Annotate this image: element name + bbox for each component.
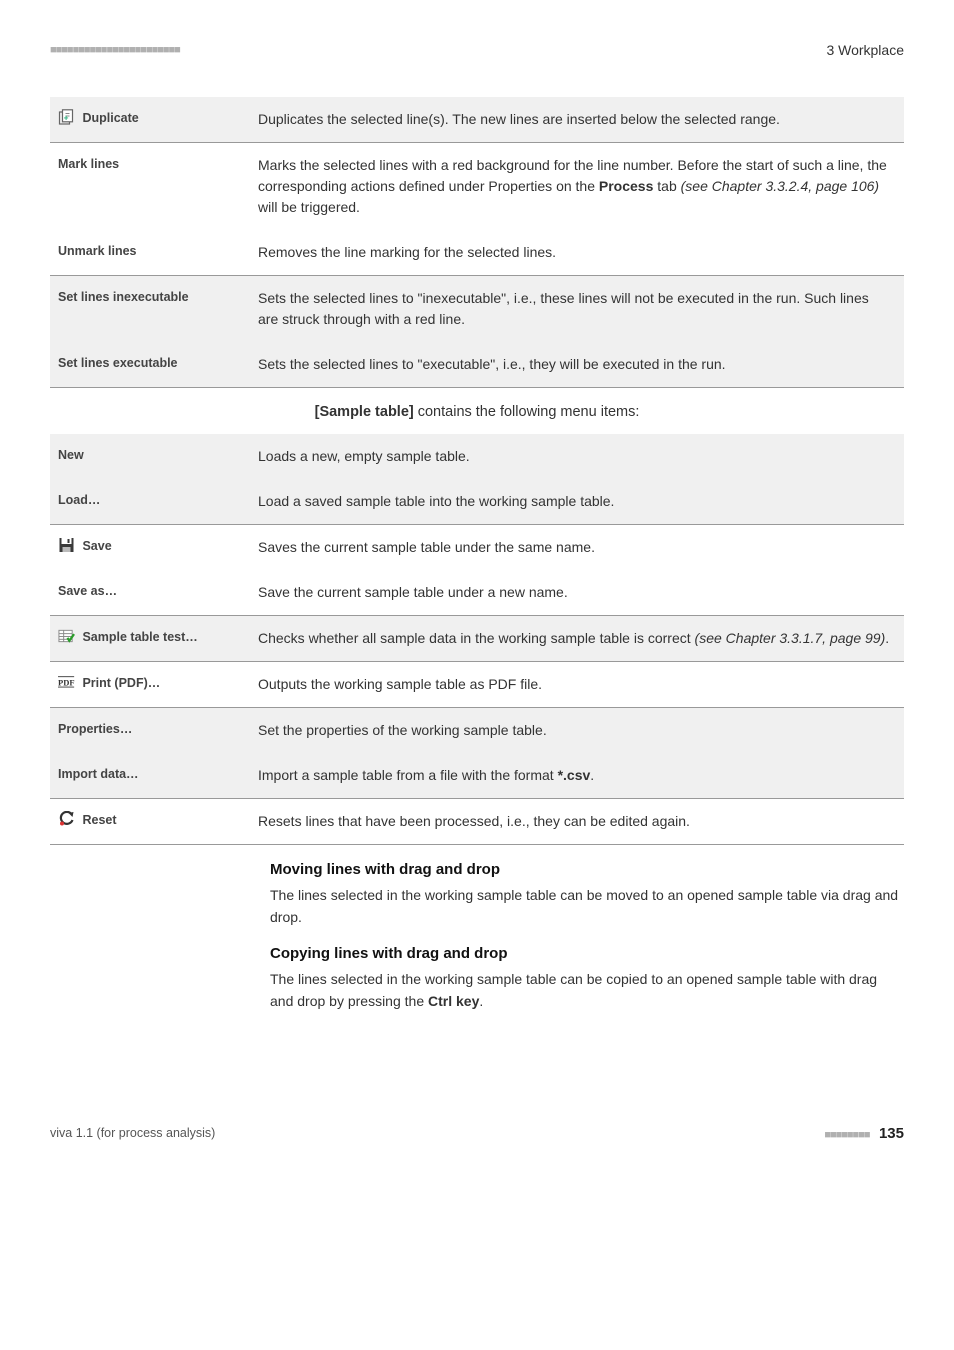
row-label: Save <box>50 524 250 570</box>
row-description: Sets the selected lines to "executable",… <box>250 342 904 387</box>
save-icon <box>58 537 75 553</box>
table-row: ResetResets lines that have been process… <box>50 798 904 844</box>
section-paragraph: The lines selected in the working sample… <box>270 885 904 928</box>
footer-right: ■■■■■■■■ 135 <box>824 1123 904 1146</box>
row-description: Marks the selected lines with a red back… <box>250 143 904 231</box>
page-header: ■■■■■■■■■■■■■■■■■■■■■■■ 3 Workplace <box>50 40 904 61</box>
table-row: Properties…Set the properties of the wor… <box>50 707 904 753</box>
table-row: Mark linesMarks the selected lines with … <box>50 143 904 231</box>
table-row: Set lines inexecuta­bleSets the selected… <box>50 276 904 343</box>
row-label: Load… <box>50 479 250 524</box>
table-row: Sample table test…Checks whether all sam… <box>50 615 904 661</box>
footer-dots: ■■■■■■■■ <box>824 1129 869 1141</box>
row-label: Duplicate <box>50 97 250 142</box>
page-footer: viva 1.1 (for process analysis) ■■■■■■■■… <box>50 1123 904 1146</box>
row-label: Mark lines <box>50 143 250 231</box>
row-description: Duplicates the selected line(s). The new… <box>250 97 904 142</box>
duplicate-icon <box>58 109 75 125</box>
row-label: Sample table test… <box>50 615 250 661</box>
test-icon <box>58 628 75 644</box>
row-description: Resets lines that have been processed, i… <box>250 798 904 844</box>
row-label: Set lines executable <box>50 342 250 387</box>
footer-page-number: 135 <box>879 1125 904 1142</box>
sample-table-caption: [Sample table] contains the following me… <box>50 402 904 424</box>
row-label: Print (PDF)… <box>50 661 250 707</box>
section-paragraph: The lines selected in the working sample… <box>270 969 904 1012</box>
row-label: Unmark lines <box>50 230 250 275</box>
table-row: NewLoads a new, empty sample table. <box>50 434 904 479</box>
section-heading: Copying lines with drag and drop <box>270 943 904 966</box>
row-label: Save as… <box>50 570 250 615</box>
reset-icon <box>58 811 75 827</box>
row-description: Load a saved sample table into the worki… <box>250 479 904 524</box>
table-row: Unmark linesRemoves the line marking for… <box>50 230 904 275</box>
table-row: Print (PDF)…Outputs the working sample t… <box>50 661 904 707</box>
row-label: Import data… <box>50 753 250 798</box>
table-row: Save as…Save the current sample table un… <box>50 570 904 615</box>
footer-left: viva 1.1 (for process analysis) <box>50 1124 215 1143</box>
row-description: Set the properties of the working sample… <box>250 707 904 753</box>
row-description: Saves the current sample table under the… <box>250 524 904 570</box>
section-heading: Moving lines with drag and drop <box>270 859 904 882</box>
row-description: Loads a new, empty sample table. <box>250 434 904 479</box>
row-description: Save the current sample table under a ne… <box>250 570 904 615</box>
header-chapter: 3 Workplace <box>826 40 904 61</box>
table-row: DuplicateDuplicates the selected line(s)… <box>50 97 904 142</box>
table-row: SaveSaves the current sample table under… <box>50 524 904 570</box>
row-description: Import a sample table from a file with t… <box>250 753 904 798</box>
row-label: Properties… <box>50 707 250 753</box>
header-dots: ■■■■■■■■■■■■■■■■■■■■■■■ <box>50 42 180 59</box>
table-row: Load…Load a saved sample table into the … <box>50 479 904 524</box>
table-row: Import data…Import a sample table from a… <box>50 753 904 798</box>
row-description: Checks whether all sample data in the wo… <box>250 615 904 661</box>
row-description: Removes the line marking for the selecte… <box>250 230 904 275</box>
pdf-icon <box>58 674 75 690</box>
row-description: Outputs the working sample table as PDF … <box>250 661 904 707</box>
row-label: New <box>50 434 250 479</box>
menu-table-sample: NewLoads a new, empty sample table. Load… <box>50 434 904 845</box>
row-label: Reset <box>50 798 250 844</box>
row-label: Set lines inexecuta­ble <box>50 276 250 343</box>
table-row: Set lines executableSets the selected li… <box>50 342 904 387</box>
menu-table-edit: DuplicateDuplicates the selected line(s)… <box>50 97 904 388</box>
row-description: Sets the selected lines to "inexecutable… <box>250 276 904 343</box>
